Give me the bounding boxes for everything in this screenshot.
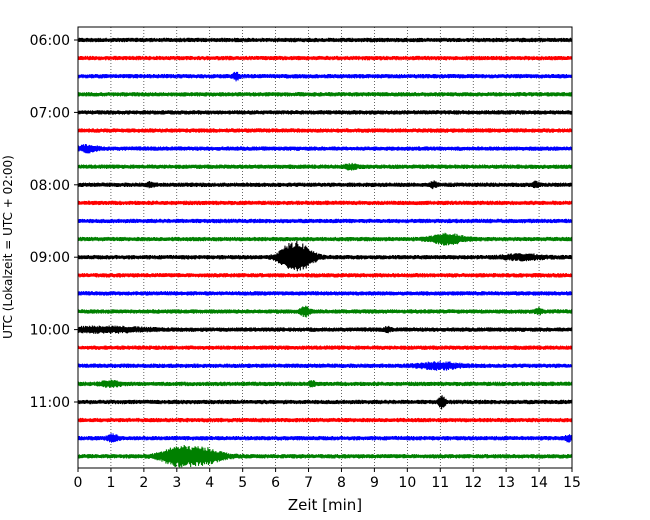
x-tick-label: 8: [337, 475, 346, 491]
y-tick-label: 09:00: [30, 250, 70, 266]
x-axis-label: Zeit [min]: [288, 496, 362, 514]
y-tick-label: 11:00: [30, 395, 70, 411]
seismogram-trace: [77, 162, 573, 171]
seismogram-trace: [77, 55, 573, 61]
x-tick-label: 4: [205, 475, 214, 491]
seismogram-trace: [77, 218, 573, 224]
seismogram-trace: [77, 305, 573, 318]
x-tick-label: 0: [74, 475, 83, 491]
y-tick-label: 06:00: [30, 33, 70, 49]
x-tick-label: 7: [304, 475, 313, 491]
seismogram-trace: [77, 395, 573, 410]
seismogram-trace: [77, 92, 573, 97]
seismogram-trace: [77, 37, 573, 43]
seismogram-trace: [77, 110, 573, 115]
x-tick-label: 12: [464, 475, 482, 491]
seismogram-trace: [77, 345, 573, 350]
seismogram-trace: [77, 273, 573, 278]
seismogram-trace: [77, 200, 573, 206]
seismogram-trace: [77, 71, 573, 82]
x-tick-label: 3: [172, 475, 181, 491]
x-tick-label: 2: [139, 475, 148, 491]
x-axis-ticks: 0 1 2 3 4 5 6 7 8 9 10 11 12 13 14 15: [74, 468, 581, 491]
seismogram-trace: [77, 291, 573, 296]
x-tick-label: 10: [398, 475, 416, 491]
seismogram-trace: [77, 325, 573, 334]
x-tick-label: 14: [530, 475, 548, 491]
seismogram-trace: [77, 128, 573, 133]
plot-frame: [77, 26, 573, 469]
seismogram-trace: [77, 143, 573, 154]
y-tick-label: 10:00: [30, 323, 70, 339]
seismogram-trace: [77, 360, 573, 371]
seismogram-trace: [77, 417, 573, 423]
x-tick-label: 5: [238, 475, 247, 491]
seismogram-trace: [77, 240, 573, 272]
seismogram-trace: [77, 232, 573, 246]
y-axis-ticks: 06:00 07:00 08:00 09:00 10:00 11:00: [30, 33, 78, 411]
x-tick-label: 9: [370, 475, 379, 491]
x-tick-label: 15: [563, 475, 581, 491]
seismogram-trace: [77, 379, 573, 388]
x-tick-label: 11: [431, 475, 449, 491]
y-tick-label: 07:00: [30, 105, 70, 121]
seismogram-traces: [77, 37, 573, 468]
x-tick-label: 1: [106, 475, 115, 491]
x-tick-label: 13: [497, 475, 515, 491]
seismogram-trace: [77, 180, 573, 190]
seismogram-trace: [77, 444, 573, 468]
x-tick-label: 6: [271, 475, 280, 491]
seismogram-trace: [77, 433, 573, 443]
y-axis-label: UTC (Lokalzeit = UTC + 02:00): [1, 155, 15, 339]
y-tick-label: 08:00: [30, 178, 70, 194]
